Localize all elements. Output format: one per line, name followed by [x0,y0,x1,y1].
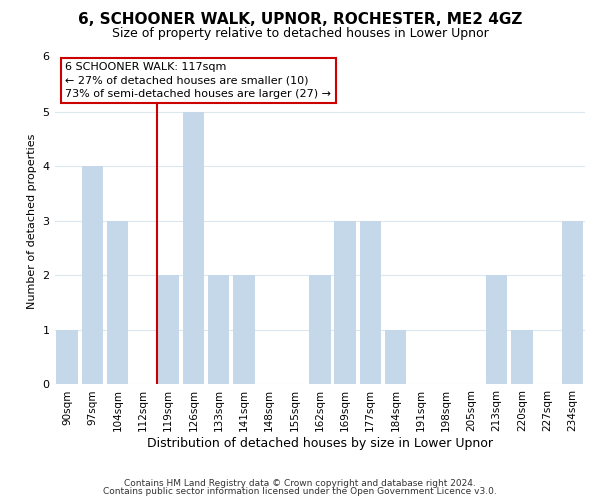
Bar [359,221,381,384]
Text: Size of property relative to detached houses in Lower Upnor: Size of property relative to detached ho… [112,28,488,40]
Bar [233,276,255,384]
Bar [56,330,78,384]
Bar [107,221,128,384]
Bar [486,276,508,384]
Text: 6, SCHOONER WALK, UPNOR, ROCHESTER, ME2 4GZ: 6, SCHOONER WALK, UPNOR, ROCHESTER, ME2 … [78,12,522,28]
Text: Contains public sector information licensed under the Open Government Licence v3: Contains public sector information licen… [103,487,497,496]
Bar [511,330,533,384]
Bar [334,221,356,384]
Bar [157,276,179,384]
Y-axis label: Number of detached properties: Number of detached properties [27,134,37,308]
Text: 6 SCHOONER WALK: 117sqm
← 27% of detached houses are smaller (10)
73% of semi-de: 6 SCHOONER WALK: 117sqm ← 27% of detache… [65,62,331,99]
Bar [82,166,103,384]
Bar [562,221,583,384]
Bar [385,330,406,384]
Text: Contains HM Land Registry data © Crown copyright and database right 2024.: Contains HM Land Registry data © Crown c… [124,478,476,488]
Bar [208,276,229,384]
Text: 6: 6 [43,52,49,62]
X-axis label: Distribution of detached houses by size in Lower Upnor: Distribution of detached houses by size … [147,437,493,450]
Bar [309,276,331,384]
Bar [183,112,204,384]
